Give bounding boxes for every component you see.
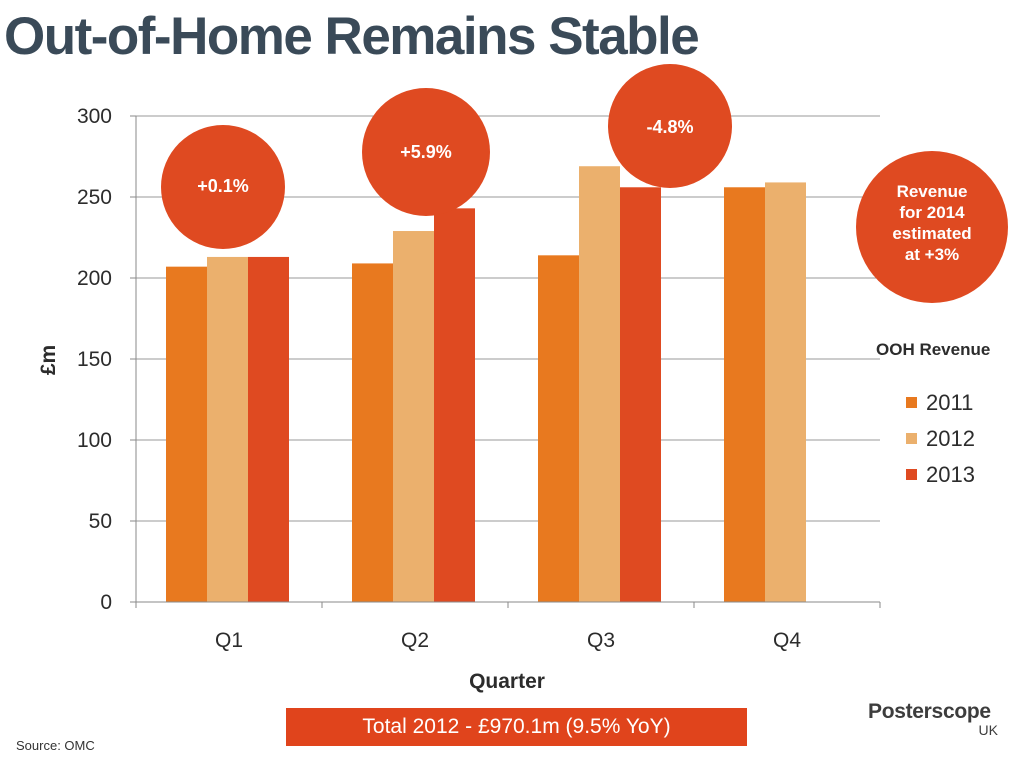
- callout-text: +0.1%: [197, 176, 249, 196]
- callout-text: +5.9%: [400, 142, 452, 162]
- callout-text-line: for 2014: [899, 203, 965, 222]
- legend-swatch: [906, 397, 917, 408]
- legend-label: 2013: [926, 462, 975, 487]
- logo-sub: UK: [978, 722, 998, 738]
- callouts: +0.1% +5.9% -4.8% Revenue for 2014 estimated a…: [161, 64, 1008, 303]
- source-note: Source: OMC: [16, 738, 95, 753]
- callout-circle: [362, 88, 490, 216]
- x-tick-label: Q1: [215, 629, 243, 652]
- bar-q1-2013: [248, 256, 289, 602]
- callout-text-line: at +3%: [905, 245, 959, 264]
- bar-q3-2011: [538, 255, 579, 602]
- legend-swatch: [906, 469, 917, 480]
- y-axis-title: £m: [37, 345, 60, 375]
- y-tick-label: 0: [100, 591, 112, 614]
- callout-text-line: estimated: [892, 224, 971, 243]
- total-banner: Total 2012 - £970.1m (9.5% YoY): [286, 708, 747, 746]
- logo-name: Posterscope: [868, 700, 991, 723]
- legend-title: OOH Revenue: [876, 340, 991, 359]
- x-tick-label: Q4: [773, 629, 801, 652]
- legend-label: 2011: [926, 390, 974, 415]
- bar-q4-2012: [765, 182, 806, 603]
- y-tick-label: 100: [77, 429, 112, 452]
- y-tick-label: 50: [89, 510, 112, 533]
- bar-q4-2011: [724, 187, 765, 602]
- bar-q3-2013: [620, 187, 661, 602]
- y-tick-label: 200: [77, 267, 112, 290]
- legend-label: 2012: [926, 426, 975, 451]
- callout-text: -4.8%: [646, 117, 693, 137]
- bar-q1-2012: [207, 256, 248, 602]
- y-tick-label: 150: [77, 348, 112, 371]
- bars: [166, 166, 806, 603]
- y-tick-label: 300: [77, 105, 112, 128]
- bar-q3-2012: [579, 166, 620, 602]
- axes: 0 50 100 150 200 250 300 Q1 Q2 Q3 Q4 Quarter £m: [37, 105, 881, 693]
- posterscope-logo: Posterscope UK: [868, 700, 998, 738]
- y-tick-label: 250: [77, 186, 112, 209]
- x-tick-label: Q2: [401, 629, 429, 652]
- callout-circle: [161, 125, 285, 249]
- bar-q1-2011: [166, 266, 207, 602]
- bar-q2-2012: [393, 231, 434, 602]
- page-title: Out-of-Home Remains Stable: [4, 7, 700, 66]
- legend: OOH Revenue 2011 2012 2013: [876, 340, 1016, 487]
- x-axis-title: Quarter: [469, 670, 545, 693]
- bar-q2-2013: [434, 208, 475, 602]
- callout-text-line: Revenue: [897, 182, 968, 201]
- x-tick-label: Q3: [587, 629, 615, 652]
- legend-swatch: [906, 433, 917, 444]
- callout-circle: [856, 151, 1008, 303]
- bar-q2-2011: [352, 263, 393, 602]
- callout-circle: [608, 64, 732, 188]
